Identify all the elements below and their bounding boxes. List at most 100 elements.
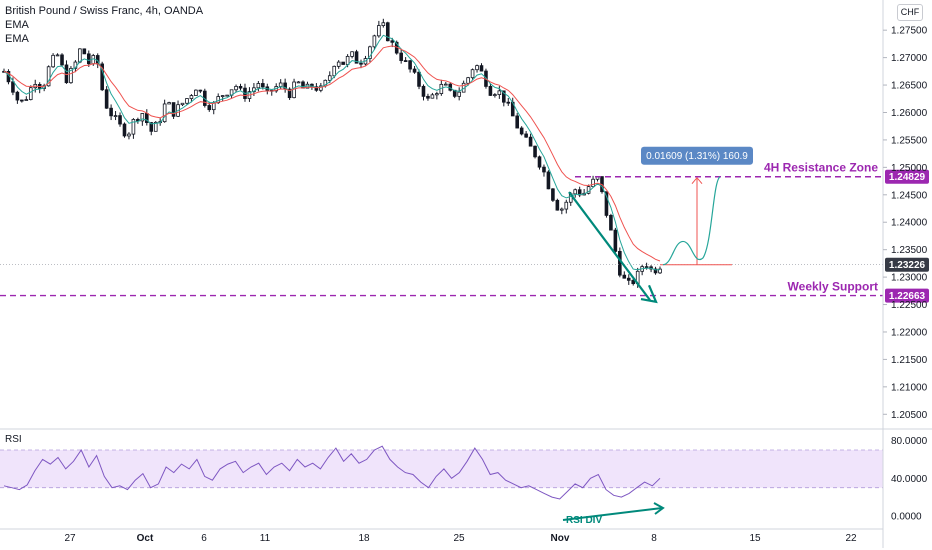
wedge-arrowhead bbox=[640, 284, 658, 304]
candle bbox=[457, 87, 461, 101]
candle bbox=[381, 18, 386, 28]
candle-body bbox=[180, 102, 185, 106]
candle-body bbox=[60, 54, 64, 66]
wedge-arrow-line bbox=[568, 191, 651, 301]
candle-body bbox=[475, 65, 479, 71]
candle bbox=[176, 100, 180, 118]
candle bbox=[408, 60, 412, 73]
candle-body bbox=[350, 51, 354, 57]
candle bbox=[591, 175, 595, 188]
candle-body bbox=[118, 115, 122, 125]
candle-body bbox=[533, 145, 537, 158]
candle bbox=[127, 132, 131, 140]
candle-body bbox=[153, 121, 158, 132]
candle-body bbox=[564, 201, 569, 210]
current-price-pill bbox=[885, 257, 929, 272]
candle-body bbox=[377, 25, 381, 37]
candle bbox=[28, 85, 33, 101]
ema-fast-line bbox=[3, 34, 661, 271]
candle bbox=[653, 266, 658, 275]
candle-body bbox=[604, 191, 609, 216]
ema-indicator-2[interactable]: EMA bbox=[5, 33, 29, 45]
candle-body bbox=[319, 85, 323, 91]
candle-body bbox=[359, 62, 363, 65]
candle-body bbox=[185, 98, 189, 104]
candle bbox=[372, 34, 377, 50]
candle-body bbox=[488, 86, 493, 96]
candle-body bbox=[457, 91, 461, 97]
candle-body bbox=[515, 115, 519, 129]
candle-body bbox=[622, 274, 627, 279]
candle-body bbox=[198, 89, 203, 92]
candle bbox=[359, 59, 363, 69]
price-tick-label: 1.23000 bbox=[891, 273, 928, 284]
candle bbox=[515, 112, 519, 129]
candle bbox=[185, 98, 189, 106]
rsi-line bbox=[3, 445, 661, 500]
candle-body bbox=[20, 99, 24, 102]
candle-body bbox=[542, 166, 546, 173]
rsi-pane-label[interactable]: RSI bbox=[5, 434, 22, 445]
candle bbox=[528, 133, 533, 147]
candle-body bbox=[140, 113, 145, 122]
ema-lines bbox=[3, 34, 661, 271]
candle-body bbox=[109, 107, 113, 117]
candle-body bbox=[524, 133, 528, 138]
candle-body bbox=[354, 51, 359, 64]
candle-body bbox=[435, 93, 439, 96]
price-tick-label: 1.26500 bbox=[891, 81, 928, 92]
candle-body bbox=[55, 54, 60, 57]
price-tick-label: 1.21500 bbox=[891, 355, 928, 366]
rsi-band bbox=[0, 449, 883, 488]
candle bbox=[488, 83, 493, 96]
candle bbox=[626, 274, 631, 285]
candle bbox=[640, 264, 644, 276]
level-label: Weekly Support bbox=[788, 280, 878, 294]
candle-body bbox=[426, 95, 430, 99]
candle-body bbox=[560, 208, 564, 211]
candle-body bbox=[372, 35, 377, 48]
candle-body bbox=[443, 83, 448, 86]
candle-body bbox=[314, 86, 319, 91]
candle-body bbox=[381, 22, 386, 26]
candle-body bbox=[479, 65, 484, 72]
candle-body bbox=[287, 88, 292, 99]
candle-body bbox=[555, 199, 560, 211]
candle bbox=[225, 94, 229, 97]
candle bbox=[180, 102, 185, 107]
candle bbox=[131, 118, 136, 139]
price-tick-label: 1.25000 bbox=[891, 163, 928, 174]
candle bbox=[533, 145, 537, 159]
candle-body bbox=[493, 94, 497, 97]
candle-body bbox=[341, 61, 345, 65]
candle-body bbox=[466, 77, 470, 84]
ema-slow-line bbox=[3, 45, 661, 262]
candle-body bbox=[234, 85, 238, 91]
candle bbox=[118, 112, 122, 127]
rsi-tick-label: 0.0000 bbox=[891, 512, 922, 523]
measure-box bbox=[641, 146, 753, 165]
candle bbox=[296, 81, 301, 84]
currency-badge[interactable]: CHF bbox=[897, 4, 923, 21]
price-tick-label: 1.24000 bbox=[891, 218, 928, 229]
candle-body bbox=[104, 89, 109, 109]
ema-indicator-1[interactable]: EMA bbox=[5, 19, 29, 31]
level-price-text: 1.22663 bbox=[889, 291, 926, 302]
price-tick-label: 1.27000 bbox=[891, 53, 928, 64]
candle bbox=[256, 81, 261, 92]
candle-body bbox=[122, 123, 127, 137]
price-series bbox=[2, 18, 662, 288]
candle-body bbox=[618, 250, 622, 276]
time-tick-label: 8 bbox=[651, 533, 657, 544]
candle bbox=[145, 109, 149, 126]
candle bbox=[542, 164, 546, 177]
candle-body bbox=[69, 67, 73, 84]
candle bbox=[341, 61, 345, 65]
candle-body bbox=[609, 215, 613, 231]
candle bbox=[461, 80, 466, 93]
candle bbox=[385, 21, 390, 42]
candle-body bbox=[551, 188, 555, 201]
price-tick-label: 1.21000 bbox=[891, 382, 928, 393]
candle bbox=[55, 53, 60, 57]
